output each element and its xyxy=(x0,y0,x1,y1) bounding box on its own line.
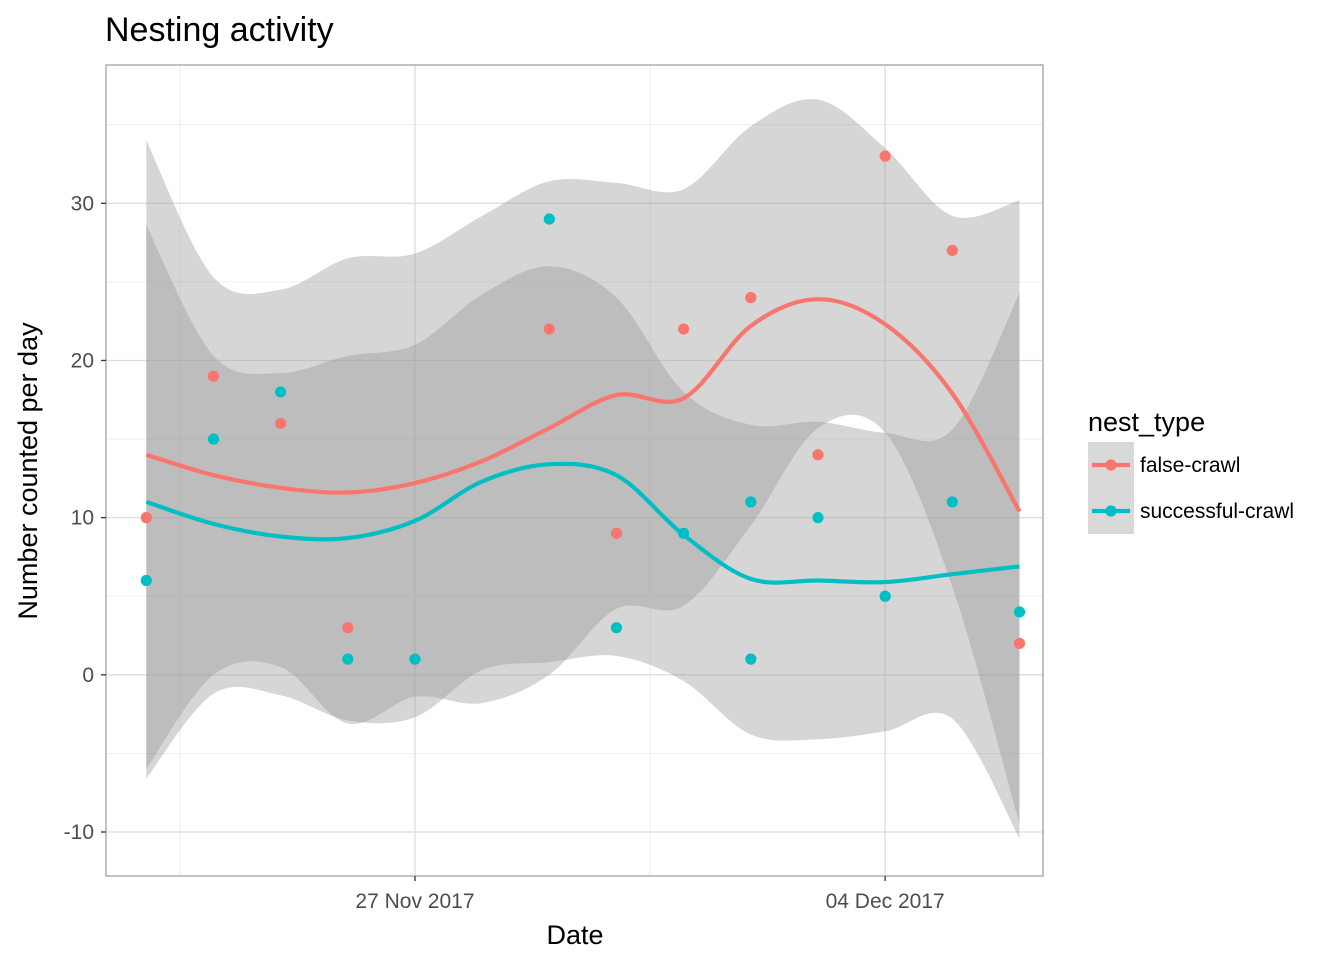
smooth-lines xyxy=(145,297,1022,585)
point-false-crawl xyxy=(879,150,891,162)
legend-label-successful-crawl: successful-crawl xyxy=(1140,500,1294,523)
y-tick-label: 20 xyxy=(71,349,94,372)
y-axis: -10 0 10 20 30 xyxy=(64,192,106,844)
x-axis: 27 Nov 2017 04 Dec 2017 xyxy=(355,876,945,913)
grid-minor xyxy=(106,65,1043,876)
point-false-crawl xyxy=(275,417,287,429)
point-false-crawl xyxy=(543,323,555,335)
legend-items: false-crawl successful-crawl xyxy=(1088,442,1294,534)
smooth-line-false-crawl xyxy=(145,297,1022,513)
y-tick-label: 10 xyxy=(71,507,94,530)
confidence-ribbon-successful-crawl xyxy=(146,225,1020,839)
point-successful-crawl xyxy=(745,653,757,665)
plot-panel-border xyxy=(105,64,1044,877)
point-false-crawl xyxy=(207,370,220,382)
x-tick-label: 04 Dec 2017 xyxy=(826,890,945,913)
legend-title: nest_type xyxy=(1088,407,1205,437)
point-successful-crawl xyxy=(879,590,891,602)
point-false-crawl xyxy=(946,244,958,257)
point-false-crawl xyxy=(342,622,354,634)
point-successful-crawl xyxy=(1013,606,1026,618)
y-axis-title: Number counted per day xyxy=(13,322,43,620)
point-false-crawl xyxy=(812,449,824,461)
grid-major xyxy=(106,65,1043,876)
y-tick-label: -10 xyxy=(64,821,94,844)
smooth-line-successful-crawl xyxy=(145,461,1020,585)
point-successful-crawl xyxy=(275,386,287,398)
point-false-crawl xyxy=(1013,637,1026,649)
chart-title: Nesting activity xyxy=(105,11,334,49)
legend-key-point xyxy=(1105,459,1117,471)
point-successful-crawl xyxy=(207,433,220,445)
confidence-ribbon-false-crawl xyxy=(146,99,1020,825)
point-false-crawl xyxy=(678,323,690,335)
y-tick-label: 0 xyxy=(82,664,94,687)
point-false-crawl xyxy=(610,527,623,539)
plot-panel-background xyxy=(106,65,1043,876)
data-points xyxy=(140,150,1026,665)
point-successful-crawl xyxy=(745,496,757,508)
point-successful-crawl xyxy=(342,653,354,665)
legend-label-false-crawl: false-crawl xyxy=(1140,454,1240,477)
point-successful-crawl xyxy=(140,574,152,587)
point-false-crawl xyxy=(745,292,757,304)
y-tick-label: 30 xyxy=(71,192,94,215)
point-successful-crawl xyxy=(543,213,555,225)
x-axis-title: Date xyxy=(546,920,603,950)
legend: nest_type false-crawl successful-crawl xyxy=(1088,407,1294,534)
point-successful-crawl xyxy=(610,622,623,634)
point-successful-crawl xyxy=(946,496,958,508)
legend-key-point xyxy=(1105,505,1117,517)
point-successful-crawl xyxy=(812,512,824,524)
point-false-crawl xyxy=(140,512,152,524)
plot-area xyxy=(105,64,1044,877)
point-successful-crawl xyxy=(409,653,421,665)
x-tick-label: 27 Nov 2017 xyxy=(355,890,474,913)
confidence-ribbons xyxy=(146,99,1020,839)
